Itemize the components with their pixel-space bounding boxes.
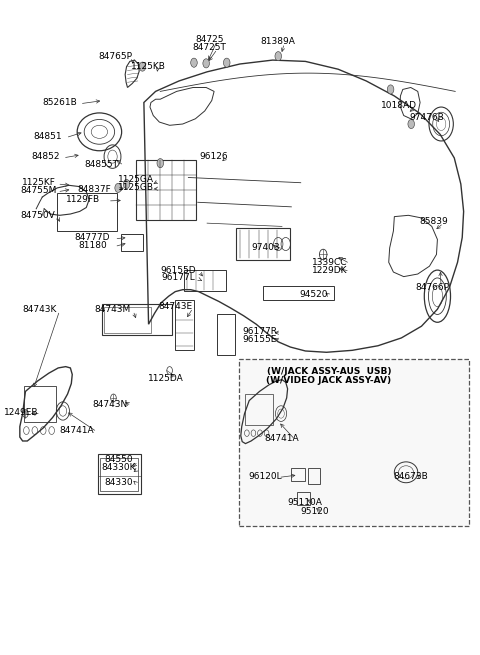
Text: 84852: 84852 — [31, 152, 60, 161]
Bar — [239, 359, 469, 526]
Text: 84725T: 84725T — [192, 43, 227, 52]
Text: 81389A: 81389A — [261, 37, 296, 47]
Text: 84837F: 84837F — [77, 185, 111, 194]
Bar — [184, 270, 226, 291]
Text: 1249EB: 1249EB — [3, 408, 38, 417]
Text: 84725: 84725 — [195, 35, 224, 44]
Text: 85839: 85839 — [420, 217, 448, 227]
Circle shape — [139, 62, 146, 71]
Bar — [245, 394, 273, 425]
Text: 84765P: 84765P — [99, 52, 133, 62]
Circle shape — [224, 58, 230, 67]
Text: 84766P: 84766P — [416, 282, 450, 291]
Text: 96155D: 96155D — [160, 266, 196, 274]
Circle shape — [191, 58, 197, 67]
Text: 84855T: 84855T — [85, 160, 119, 169]
Bar — [175, 300, 194, 350]
Circle shape — [275, 52, 281, 61]
Text: 96177L: 96177L — [161, 273, 195, 282]
Bar — [308, 468, 320, 484]
Text: 95110A: 95110A — [287, 498, 322, 507]
Text: 85261B: 85261B — [42, 98, 77, 107]
Text: 1125DA: 1125DA — [148, 374, 184, 383]
Circle shape — [157, 159, 164, 168]
Text: 81180: 81180 — [78, 241, 107, 250]
Bar — [236, 229, 290, 259]
Bar — [297, 492, 310, 505]
Text: (W/VIDEO JACK ASSY-AV): (W/VIDEO JACK ASSY-AV) — [266, 377, 391, 386]
Text: 94520: 94520 — [300, 290, 328, 299]
Bar — [104, 307, 151, 333]
Text: 96120L: 96120L — [249, 472, 282, 481]
Text: 84743E: 84743E — [158, 302, 192, 311]
Text: 84743M: 84743M — [95, 305, 131, 314]
Text: 1125GA: 1125GA — [118, 175, 154, 184]
Bar — [121, 234, 144, 251]
Text: (W/JACK ASSY-AUS  USB): (W/JACK ASSY-AUS USB) — [266, 367, 391, 377]
Text: 84743K: 84743K — [22, 305, 57, 314]
Text: 84673B: 84673B — [393, 472, 428, 481]
Bar — [136, 160, 196, 220]
Bar — [97, 454, 141, 495]
Bar — [57, 193, 117, 231]
Text: 1125KB: 1125KB — [131, 62, 166, 71]
Bar — [102, 304, 171, 335]
Text: 97403: 97403 — [252, 244, 280, 252]
Text: 1018AD: 1018AD — [381, 102, 417, 110]
Circle shape — [387, 85, 394, 94]
Text: 1339CC: 1339CC — [312, 258, 348, 267]
Bar — [263, 286, 335, 300]
Text: 96177R: 96177R — [242, 327, 277, 336]
Text: 95120: 95120 — [300, 507, 329, 516]
Text: 84777D: 84777D — [74, 233, 110, 242]
Text: 96155E: 96155E — [242, 335, 276, 344]
Text: 1129FB: 1129FB — [66, 195, 100, 204]
Text: 84330: 84330 — [105, 478, 133, 487]
Text: 84330K: 84330K — [102, 463, 136, 472]
Text: 84550: 84550 — [105, 455, 133, 464]
Text: 84743N: 84743N — [92, 400, 127, 409]
Circle shape — [408, 119, 414, 128]
Text: 97476B: 97476B — [410, 113, 444, 122]
Text: 84755M: 84755M — [20, 186, 57, 195]
Text: 84851: 84851 — [34, 132, 62, 141]
Text: 1229DK: 1229DK — [312, 266, 348, 274]
Bar — [24, 386, 56, 422]
Text: 96126: 96126 — [200, 152, 228, 161]
Text: 84741A: 84741A — [264, 434, 300, 443]
Text: 84750V: 84750V — [20, 211, 55, 220]
Text: 1125GB: 1125GB — [118, 183, 154, 192]
Text: 1125KF: 1125KF — [22, 178, 56, 187]
Bar — [100, 458, 138, 491]
Bar — [291, 468, 305, 481]
Bar — [217, 314, 235, 355]
Circle shape — [123, 179, 130, 189]
Circle shape — [115, 183, 121, 193]
Circle shape — [203, 59, 209, 68]
Text: 84741A: 84741A — [60, 426, 94, 435]
